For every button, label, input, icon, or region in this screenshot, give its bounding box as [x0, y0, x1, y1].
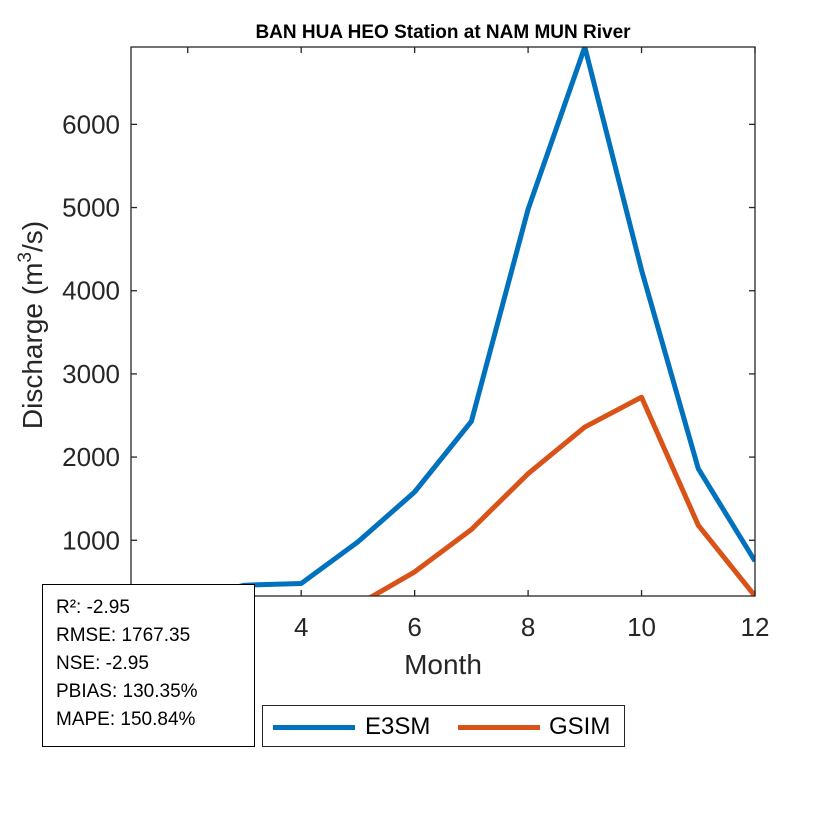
y-tick-label: 6000 [62, 109, 120, 139]
x-axis-label: Month [404, 649, 482, 680]
x-tick-label: 4 [294, 612, 308, 642]
y-tick-label: 3000 [62, 359, 120, 389]
legend-label-e3sm: E3SM [365, 713, 431, 740]
stat-pbias: PBIAS: 130.35% [56, 681, 198, 702]
plot-area [131, 47, 755, 596]
stat-rmse: RMSE: 1767.35 [56, 625, 191, 646]
legend-swatch-e3sm [273, 725, 355, 730]
x-tick-label: 10 [627, 612, 656, 642]
x-tick-label: 6 [407, 612, 421, 642]
stats-box: R²: -2.95 RMSE: 1767.35 NSE: -2.95 PBIAS… [42, 584, 255, 747]
chart-title: BAN HUA HEO Station at NAM MUN River [255, 22, 631, 43]
x-tick-label: 8 [521, 612, 535, 642]
y-axis-label-sup: 3 [15, 252, 36, 263]
y-tick-label: 5000 [62, 193, 120, 223]
stat-mape: MAPE: 150.84% [56, 709, 196, 730]
y-axis-label-tail: /s) [17, 221, 48, 252]
legend: E3SM GSIM [262, 705, 625, 747]
stat-nse: NSE: -2.95 [56, 653, 149, 674]
tick-layer: 24681012100020003000400050006000 [62, 47, 769, 642]
legend-swatch-gsim [458, 725, 540, 730]
x-tick-label: 12 [741, 612, 770, 642]
y-tick-label: 2000 [62, 442, 120, 472]
y-tick-label: 1000 [62, 525, 120, 555]
stat-r2: R²: -2.95 [56, 597, 130, 618]
y-tick-label: 4000 [62, 276, 120, 306]
legend-label-gsim: GSIM [549, 713, 611, 740]
y-axis-label: Discharge (m3/s) [15, 221, 48, 429]
axes-box [130, 46, 756, 597]
y-axis-label-main: Discharge (m [17, 263, 48, 429]
series-line-gsim [367, 394, 755, 596]
